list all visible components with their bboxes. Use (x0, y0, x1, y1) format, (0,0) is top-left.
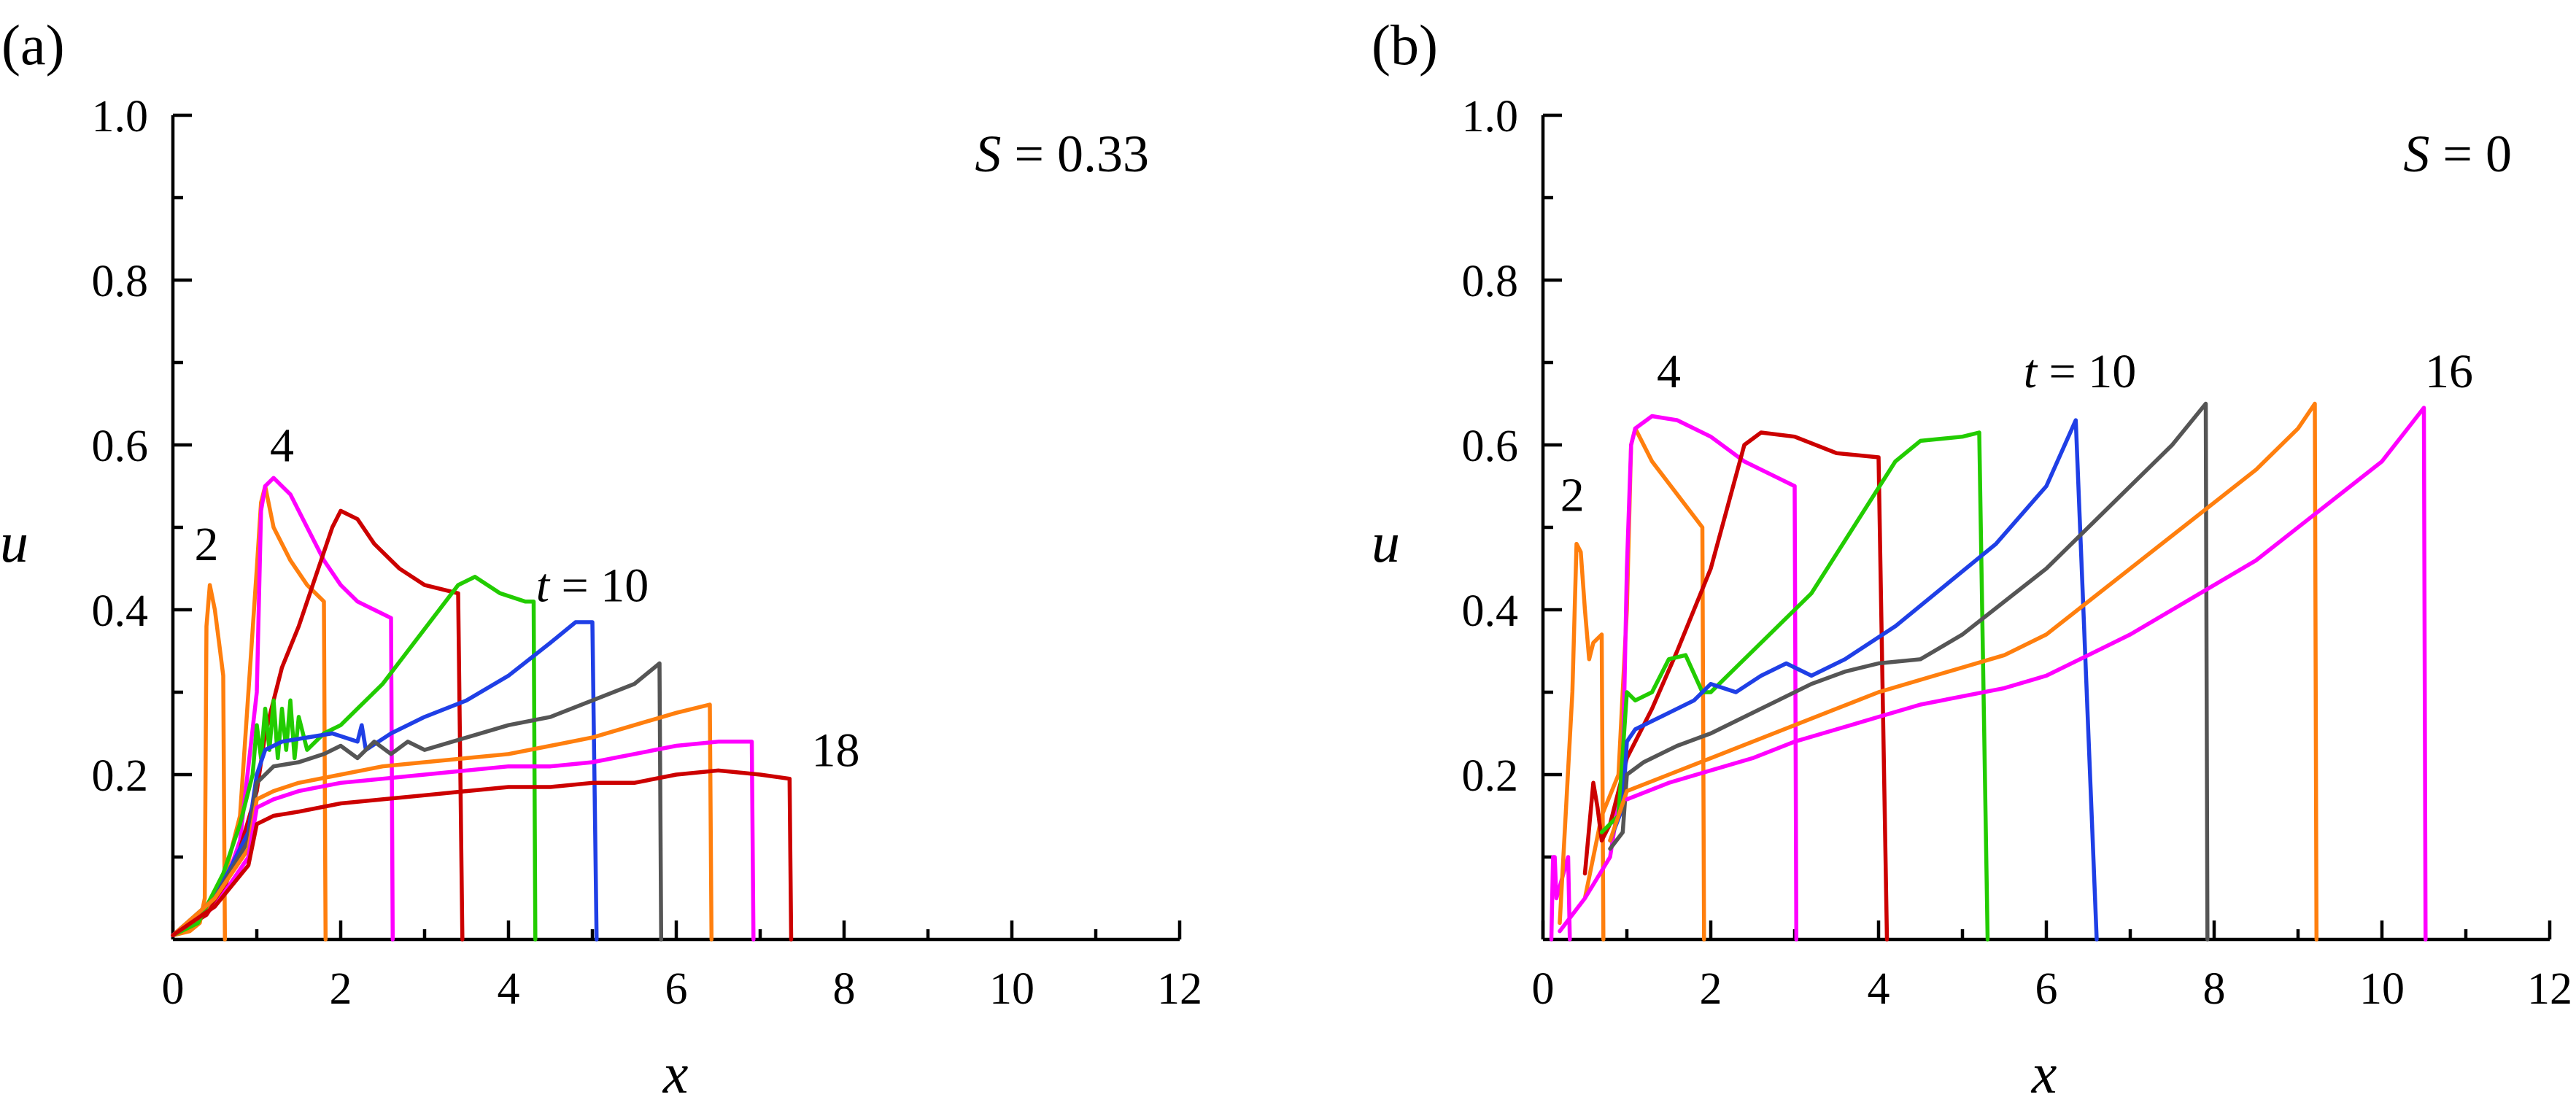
series-line (171, 768, 794, 942)
series-line (1625, 406, 2428, 942)
curve-label: 4 (1657, 345, 1681, 398)
x-tick-label: 2 (330, 964, 352, 1014)
panel-label: (b) (1372, 13, 1438, 77)
series-line (1549, 855, 1572, 942)
x-tick-label: 12 (2527, 964, 2572, 1014)
x-tick-label: 8 (2203, 964, 2226, 1014)
y-tick-label: 0.6 (92, 422, 149, 471)
x-tick-label: 4 (498, 964, 520, 1014)
curve-label: 4 (270, 419, 294, 473)
curve-label: 2 (1560, 468, 1585, 522)
y-tick-label: 0.6 (1462, 422, 1519, 471)
curve-labels: 2 4 t = 10 16 (1560, 345, 2473, 522)
series-line (1608, 401, 2319, 942)
x-tick-label: 10 (2359, 964, 2405, 1014)
series-lines (171, 476, 794, 942)
series-line (1582, 430, 1890, 942)
x-tick-label: 0 (162, 964, 185, 1014)
series-lines (1549, 401, 2428, 942)
series-line (171, 740, 756, 942)
y-tick-label: 0.4 (92, 586, 149, 636)
curve-label: t = 10 (536, 559, 649, 613)
parameter-annotation: S = 0.33 (975, 125, 1149, 183)
y-axis-label: u (0, 511, 28, 574)
series-line (1558, 541, 1606, 942)
x-tick-label: 2 (1700, 964, 1722, 1014)
series-line (1599, 430, 1990, 942)
x-tick-label: 4 (1868, 964, 1890, 1014)
x-tick-label: 6 (665, 964, 688, 1014)
curve-label: 16 (2425, 345, 2473, 398)
x-axis-label: x (662, 1042, 689, 1097)
series-line (171, 508, 465, 942)
y-tick-label: 0.4 (1462, 586, 1519, 636)
x-tick-label: 0 (1532, 964, 1555, 1014)
curve-label: t = 10 (2024, 345, 2137, 398)
axis-ticks: 0 2 4 6 8 10 12 0.2 0.4 0.6 0.8 1.0 (1462, 92, 2573, 1014)
series-line (1608, 401, 2210, 942)
y-axis-label: u (1372, 511, 1400, 574)
y-tick-label: 1.0 (1462, 92, 1519, 142)
series-line (1608, 418, 2099, 942)
curve-labels: 24 t = 10 18 (195, 419, 860, 778)
parameter-annotation: S = 0 (2403, 125, 2512, 183)
series-line (171, 575, 538, 942)
chart-panel-a: (a) u x S = 0.33 0 2 4 6 8 10 120.20.40.60.81.… (0, 13, 1202, 1097)
y-tick-label: 1.0 (92, 92, 149, 142)
curve-label: 2 (195, 518, 219, 571)
y-tick-label: 0.8 (92, 257, 149, 306)
x-axis-label: x (2031, 1042, 2057, 1097)
axis-ticks: 0 2 4 6 8 10 120.20.40.60.81.0 (92, 92, 1203, 1014)
y-tick-label: 0.2 (92, 751, 149, 801)
x-tick-label: 6 (2035, 964, 2058, 1014)
y-tick-label: 0.2 (1462, 751, 1519, 801)
panel-label: (a) (1, 13, 65, 77)
y-tick-label: 0.8 (1462, 257, 1519, 306)
x-tick-label: 8 (833, 964, 856, 1014)
x-tick-label: 10 (989, 964, 1034, 1014)
x-tick-label: 12 (1157, 964, 1202, 1014)
series-line (171, 661, 664, 942)
curve-label: 18 (812, 724, 860, 778)
series-line (171, 620, 599, 942)
chart-panel-b: (b) u x S = 0 0 2 4 6 8 10 12 0.2 0.4 0.6 0.8 1.0 2… (1372, 13, 2572, 1097)
series-line (171, 583, 228, 942)
